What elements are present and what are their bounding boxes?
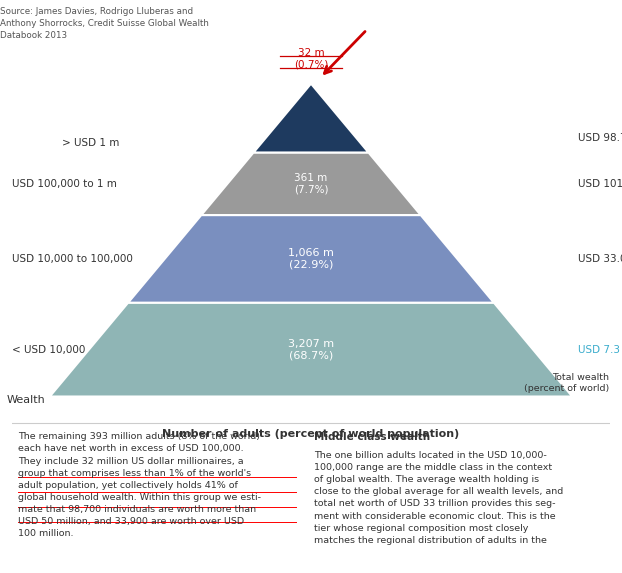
Text: 32 m: 32 m	[298, 48, 324, 58]
Polygon shape	[50, 303, 572, 397]
Text: Wealth: Wealth	[6, 395, 45, 405]
Text: > USD 1 m: > USD 1 m	[62, 139, 119, 148]
Text: < USD 10,000: < USD 10,000	[12, 344, 86, 355]
Text: Source: James Davies, Rodrigo Lluberas and
Anthony Shorrocks, Credit Suisse Glob: Source: James Davies, Rodrigo Lluberas a…	[0, 7, 209, 40]
Text: The one billion adults located in the USD 10,000-
100,000 range are the middle c: The one billion adults located in the US…	[314, 451, 564, 545]
Text: USD 33.0 trn (13.7%): USD 33.0 trn (13.7%)	[578, 254, 622, 264]
Text: 1,066 m
(22.9%): 1,066 m (22.9%)	[288, 248, 334, 270]
Text: USD 100,000 to 1 m: USD 100,000 to 1 m	[12, 179, 118, 189]
Text: Middle class wealth: Middle class wealth	[314, 432, 430, 442]
Polygon shape	[128, 215, 494, 303]
Text: USD 101.8 trn (42.3%): USD 101.8 trn (42.3%)	[578, 179, 622, 189]
Text: The remaining 393 million adults (8% of the world)
each have net worth in excess: The remaining 393 million adults (8% of …	[19, 432, 261, 539]
Text: 3,207 m
(68.7%): 3,207 m (68.7%)	[288, 339, 334, 360]
Text: Total wealth
(percent of world): Total wealth (percent of world)	[524, 373, 610, 393]
Text: 361 m
(7.7%): 361 m (7.7%)	[294, 173, 328, 195]
Text: USD 98.7 trn (41.0%): USD 98.7 trn (41.0%)	[578, 132, 622, 143]
Text: Number of adults (percent of world population): Number of adults (percent of world popul…	[162, 429, 460, 438]
Polygon shape	[202, 152, 420, 215]
Text: (0.7%): (0.7%)	[294, 60, 328, 70]
Polygon shape	[254, 84, 368, 152]
Text: USD 7.3 trn (3.0%): USD 7.3 trn (3.0%)	[578, 344, 622, 355]
Text: USD 10,000 to 100,000: USD 10,000 to 100,000	[12, 254, 133, 264]
